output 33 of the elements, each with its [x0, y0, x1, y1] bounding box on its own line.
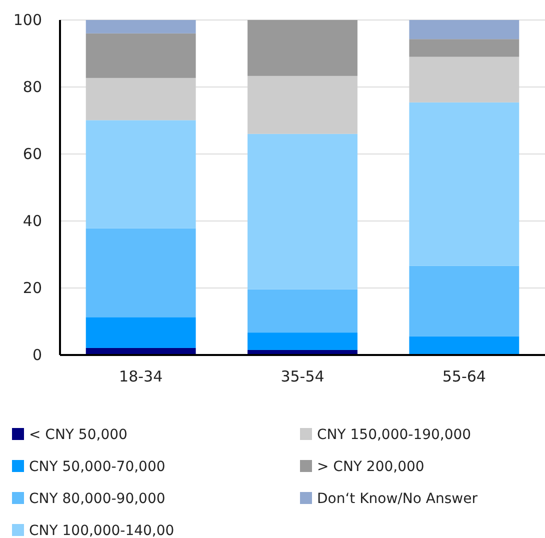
legend-label: CNY 100,000-140,00	[29, 522, 174, 538]
bar	[248, 289, 358, 333]
y-tick-label: 0	[32, 346, 42, 364]
y-tick-label: 60	[22, 144, 42, 163]
bar	[86, 33, 196, 78]
bar	[409, 39, 520, 57]
bar	[86, 20, 196, 34]
y-tick-label: 20	[22, 278, 42, 297]
bar	[248, 76, 358, 134]
y-tick-label: 40	[22, 212, 42, 230]
bar	[248, 332, 358, 350]
bar	[409, 102, 520, 266]
bar	[248, 20, 358, 76]
legend-label: CNY 150,000-190,000	[317, 426, 472, 443]
bar	[409, 336, 520, 355]
bar	[86, 78, 196, 120]
x-tick-label: 35-54	[280, 368, 324, 386]
legend-label: > CNY 200,000	[317, 458, 424, 475]
y-tick-label: 80	[22, 78, 42, 96]
bar	[86, 120, 196, 228]
bar	[86, 228, 196, 318]
bar	[409, 56, 520, 102]
y-tick-label: 100	[13, 10, 42, 29]
bar	[409, 20, 520, 40]
x-tick-label: 18-34	[119, 368, 163, 386]
legend-label: Don‘t Know/No Answer	[317, 490, 478, 507]
x-tick-label: 55-64	[442, 368, 486, 386]
legend-label: CNY 80,000-90,000	[29, 490, 166, 507]
bar	[409, 266, 520, 336]
legend-label: < CNY 50,000	[29, 426, 128, 443]
legend-label: CNY 50,000-70,000	[29, 458, 166, 475]
bar	[248, 134, 358, 290]
bar	[86, 317, 196, 348]
